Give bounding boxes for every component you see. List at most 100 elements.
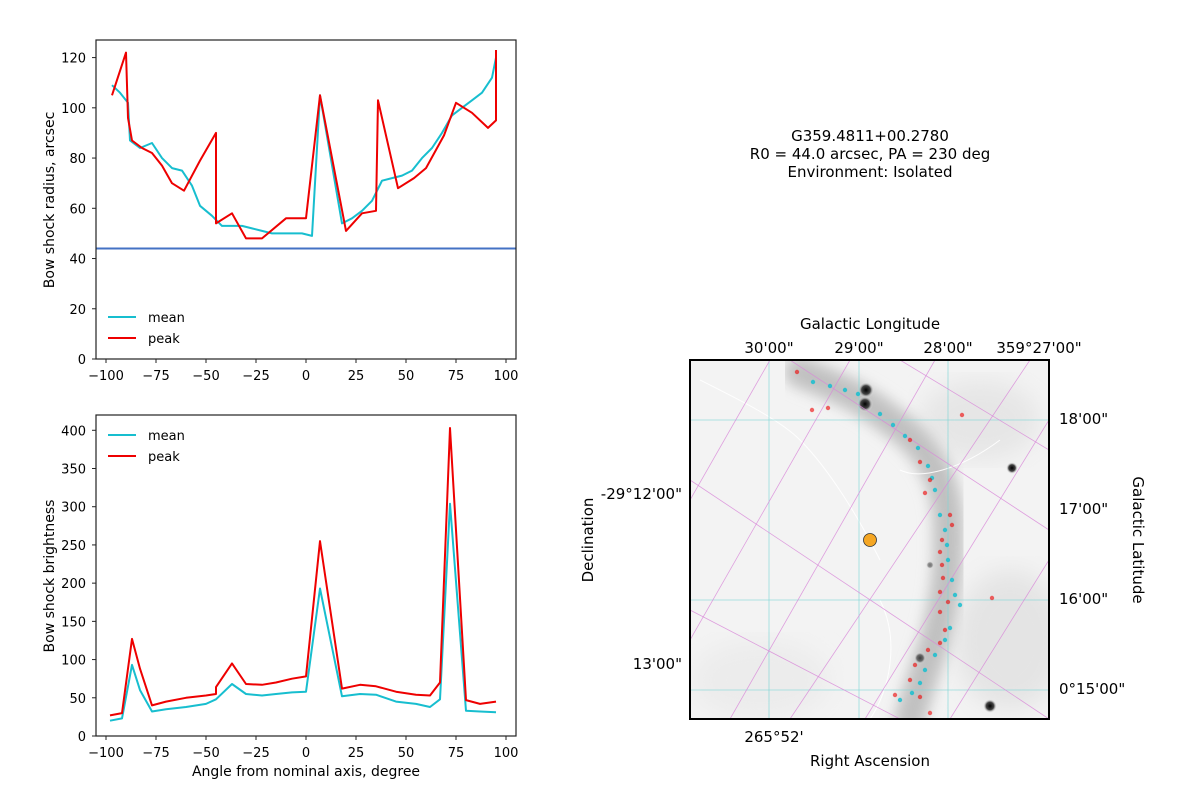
sky-peak-point xyxy=(945,599,951,605)
sky-mean-point xyxy=(937,512,943,518)
sky-right-tick: 16'00" xyxy=(1059,590,1108,608)
x-tick-label: 25 xyxy=(348,369,365,384)
y-tick-label: 350 xyxy=(61,463,86,478)
y-tick-label: 0 xyxy=(78,730,86,745)
info-r0-pa: R0 = 44.0 arcsec, PA = 230 deg xyxy=(750,145,990,163)
sky-peak-point xyxy=(937,640,943,646)
sky-peak-point xyxy=(939,537,945,543)
sky-top-tick: 29'00" xyxy=(834,339,883,357)
sky-peak-point xyxy=(809,407,815,413)
sky-peak-point xyxy=(922,490,928,496)
sky-peak-point xyxy=(937,549,943,555)
sky-mean-point xyxy=(922,667,928,673)
central-star-marker xyxy=(863,533,877,547)
y-tick-label: 400 xyxy=(61,424,86,439)
radius-chart-ylabel: Bow shock radius, arcsec xyxy=(42,112,58,289)
galactic-longitude-grid-line xyxy=(690,360,771,501)
sky-mean-point xyxy=(952,592,958,598)
y-tick-label: 120 xyxy=(61,52,86,67)
galactic-longitude-grid-line xyxy=(729,360,936,719)
y-tick-label: 80 xyxy=(69,152,86,167)
sky-mean-point xyxy=(925,463,931,469)
brightness-chart-legend: mean peak xyxy=(108,429,185,465)
sky-top-tick: 30'00" xyxy=(744,339,793,357)
sky-peak-point xyxy=(825,405,831,411)
sky-peak-point xyxy=(989,595,995,601)
sky-peak-point xyxy=(939,562,945,568)
brightness-chart: −100 −75 −50 −25 0 25 50 75 100 0 50 100 150 200 250 3… xyxy=(42,414,518,780)
y-tick-label: 100 xyxy=(61,654,86,669)
sky-mean-point xyxy=(897,697,903,703)
y-tick-label: 100 xyxy=(61,102,86,117)
sky-peak-point xyxy=(907,677,913,683)
brightness-chart-xlabel: Angle from nominal axis, degree xyxy=(192,764,420,780)
x-tick-label: 50 xyxy=(398,746,415,761)
sky-left-tick: -29°12'00" xyxy=(601,485,682,503)
galactic-latitude-grid-line xyxy=(690,609,901,719)
sky-peak-point xyxy=(959,412,965,418)
sky-peak-point xyxy=(892,692,898,698)
series-line-peak xyxy=(109,427,497,717)
x-tick-label: −25 xyxy=(242,746,269,761)
sky-peak-point xyxy=(947,512,953,518)
info-environment: Environment: Isolated xyxy=(787,163,952,181)
sky-mean-point xyxy=(902,433,908,439)
sky-peak-point xyxy=(917,459,923,465)
sky-mean-point xyxy=(877,411,883,417)
sky-left-axis-label: Declination xyxy=(579,498,597,583)
x-tick-label: 50 xyxy=(398,369,415,384)
sky-mean-point xyxy=(917,680,923,686)
sky-top-tick: 28'00" xyxy=(923,339,972,357)
sky-peak-point xyxy=(942,627,948,633)
sky-left-tick: 13'00" xyxy=(633,655,682,673)
sky-right-tick: 18'00" xyxy=(1059,410,1108,428)
sky-peak-point xyxy=(925,647,931,653)
x-tick-label: −50 xyxy=(192,369,219,384)
sky-mean-point xyxy=(957,602,963,608)
series-line-peak xyxy=(111,50,497,240)
sky-peak-point xyxy=(940,575,946,581)
galactic-latitude-grid-line xyxy=(899,360,1049,451)
sky-mean-point xyxy=(915,445,921,451)
sky-peak-point xyxy=(794,369,800,375)
radius-chart: −100 −75 −50 −25 0 25 50 75 100 020406080100120 … xyxy=(42,39,519,384)
y-tick-label: 20 xyxy=(69,303,86,318)
x-tick-label: 0 xyxy=(302,369,310,384)
sky-mean-point xyxy=(942,527,948,533)
galactic-latitude-grid-line xyxy=(690,479,1049,719)
sky-mean-point xyxy=(932,652,938,658)
sky-mean-point xyxy=(945,557,951,563)
y-tick-label: 150 xyxy=(61,615,86,630)
series-line-mean xyxy=(111,57,497,237)
sky-right-tick: 17'00" xyxy=(1059,500,1108,518)
sky-mean-point xyxy=(944,542,950,548)
sky-image-frame xyxy=(689,359,1050,720)
x-tick-label: −25 xyxy=(242,369,269,384)
sky-bottom-tick: 265°52' xyxy=(744,728,803,746)
sky-peak-point xyxy=(927,710,933,716)
y-tick-label: 40 xyxy=(69,253,86,268)
sky-peak-point xyxy=(912,662,918,668)
x-tick-label: 75 xyxy=(448,746,465,761)
sky-mean-point xyxy=(949,577,955,583)
x-tick-label: 25 xyxy=(348,746,365,761)
sky-peak-point xyxy=(927,477,933,483)
legend-label-mean: mean xyxy=(148,429,185,444)
y-tick-label: 50 xyxy=(69,692,86,707)
x-tick-label: 100 xyxy=(494,369,519,384)
sky-image-panel: Galactic Longitude 30'00" 29'00" 28'00" … xyxy=(579,315,1147,770)
y-tick-label: 200 xyxy=(61,577,86,592)
galactic-longitude-grid-line xyxy=(789,360,1031,719)
galactic-latitude-grid-line xyxy=(789,360,1049,531)
sky-mean-point xyxy=(947,625,953,631)
sky-mean-point xyxy=(810,379,816,385)
sky-right-axis-label: Galactic Latitude xyxy=(1129,476,1147,603)
sky-top-axis-label: Galactic Longitude xyxy=(800,315,940,333)
x-tick-label: −75 xyxy=(142,746,169,761)
sky-mean-point xyxy=(842,387,848,393)
galactic-longitude-grid-line xyxy=(949,559,1049,719)
sky-peak-point xyxy=(937,589,943,595)
sky-mean-point xyxy=(890,422,896,428)
info-source-name: G359.4811+00.2780 xyxy=(791,127,949,145)
info-block: G359.4811+00.2780 R0 = 44.0 arcsec, PA =… xyxy=(750,127,990,181)
